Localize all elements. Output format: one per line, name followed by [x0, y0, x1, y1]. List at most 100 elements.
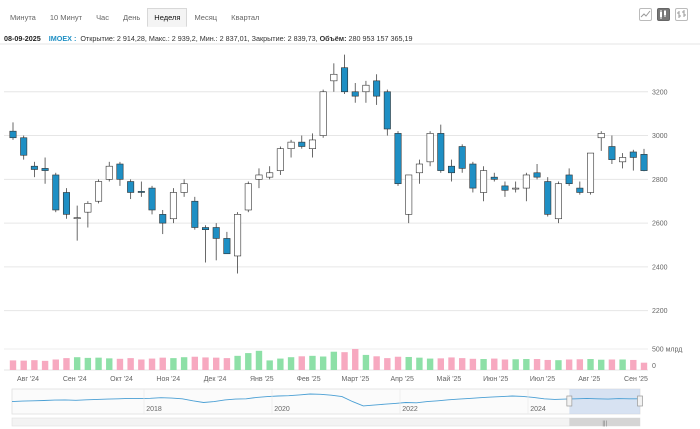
close-value: 2 839,73	[287, 34, 316, 43]
candle-body	[554, 183, 562, 220]
tab-1[interactable]: 10 Минут	[49, 13, 83, 22]
candle-body	[191, 200, 199, 228]
x-tick-label: Окт '24	[110, 376, 133, 383]
navigator-scrollbar[interactable]	[11, 417, 641, 427]
x-tick-label: Март '25	[341, 376, 369, 383]
volume-bar	[202, 357, 209, 370]
navigator-window	[569, 389, 640, 414]
candlestick-chart-icon[interactable]	[657, 8, 670, 21]
chart-type-toolbar	[639, 8, 688, 21]
candle-body	[544, 181, 552, 215]
tab-2[interactable]: Час	[96, 13, 109, 22]
volume-bar	[213, 357, 220, 370]
volume-bar	[116, 358, 124, 370]
y-tick-label: 2400	[652, 264, 668, 271]
volume-bar	[309, 355, 316, 370]
volume-bar	[255, 350, 263, 370]
candle-body	[330, 73, 338, 82]
candle-body	[127, 181, 135, 193]
tab-4[interactable]: Неделя	[147, 8, 188, 27]
tab-6[interactable]: Квартал	[231, 13, 260, 22]
candle-body	[373, 80, 381, 97]
volume-bar	[555, 360, 562, 370]
volume-bar	[608, 359, 616, 370]
candle-body	[308, 139, 316, 149]
navigator-year-label: 2022	[402, 406, 418, 413]
candle-body	[95, 181, 103, 202]
tab-3[interactable]: День	[122, 13, 141, 22]
scrollbar-thumb[interactable]	[569, 418, 640, 426]
volume-bar	[405, 356, 412, 370]
candle-body	[480, 170, 488, 193]
volume-bar	[437, 358, 444, 370]
info-ticker: IMOEX :	[48, 34, 77, 43]
volume-bar	[544, 359, 551, 370]
volume-bar	[106, 358, 113, 370]
volume-value: 280 953 157 365,19	[348, 34, 413, 43]
navigator-year-label: 2024	[530, 406, 546, 413]
candle-body	[30, 165, 38, 170]
candle-body	[447, 165, 455, 174]
candle-body	[9, 130, 17, 139]
volume-bar	[587, 359, 594, 370]
navigator-right-handle[interactable]	[637, 395, 643, 407]
candle-body	[629, 151, 637, 158]
candle-body	[276, 148, 284, 171]
volume-bar	[448, 357, 455, 370]
volume-bar	[180, 357, 188, 370]
candle-body	[116, 163, 124, 180]
line-chart-icon[interactable]	[639, 8, 652, 21]
candle-body	[212, 227, 220, 239]
candle-body	[394, 133, 402, 185]
x-tick-label: Апр '25	[390, 376, 414, 383]
volume-bar	[9, 360, 17, 370]
ohlc-bar-chart-icon[interactable]	[675, 8, 688, 21]
volume-bar	[362, 354, 370, 370]
candle-body	[608, 146, 616, 160]
candle-body	[533, 172, 541, 178]
candle-body	[576, 187, 584, 193]
volume-bar	[31, 360, 38, 370]
y-tick-label: 2600	[652, 221, 668, 228]
x-tick-label: Сен '25	[624, 376, 648, 383]
candle-body	[105, 165, 113, 180]
candle-body	[512, 187, 520, 190]
x-tick-label: Ноя '24	[156, 376, 180, 383]
navigator-left-handle[interactable]	[566, 395, 573, 407]
y-tick-label: 2800	[652, 177, 668, 184]
candle-body	[362, 84, 370, 93]
candle-body	[62, 192, 70, 215]
candle-body	[266, 172, 274, 178]
candle-body	[437, 133, 445, 171]
open-value: 2 914,28	[116, 34, 145, 43]
tab-0[interactable]: Минута	[10, 13, 36, 22]
volume-bar	[95, 357, 102, 370]
tab-5[interactable]: Месяц	[194, 13, 218, 22]
volume-bar	[458, 358, 466, 370]
candle-body	[73, 217, 81, 219]
candle-body	[522, 174, 530, 189]
x-tick-label: Июн '25	[483, 376, 508, 383]
candle-body	[351, 91, 359, 97]
candle-body	[426, 133, 434, 163]
volume-bar	[159, 357, 166, 370]
volume-bar	[480, 359, 487, 370]
high-label: Макс.:	[148, 34, 170, 43]
x-tick-label: Янв '25	[250, 376, 274, 383]
candle-body	[137, 191, 145, 193]
volume-bar	[640, 362, 648, 370]
candle-body	[20, 137, 28, 156]
volume-bar	[330, 351, 338, 370]
candle-body	[202, 227, 210, 230]
volume-bar	[565, 359, 573, 370]
navigator-frame	[11, 388, 641, 415]
candle-body	[597, 133, 605, 139]
y-tick-label: 3200	[652, 89, 668, 96]
scrollbar-grip-icon: |||	[602, 421, 607, 427]
ohlc-info-bar: 08-09-2025 IMOEX : Открытие: 2 914,28, М…	[4, 34, 413, 43]
volume-bar	[223, 358, 231, 370]
navigator-series-line	[11, 393, 640, 407]
volume-bar	[234, 355, 241, 370]
volume-bar	[298, 356, 305, 370]
